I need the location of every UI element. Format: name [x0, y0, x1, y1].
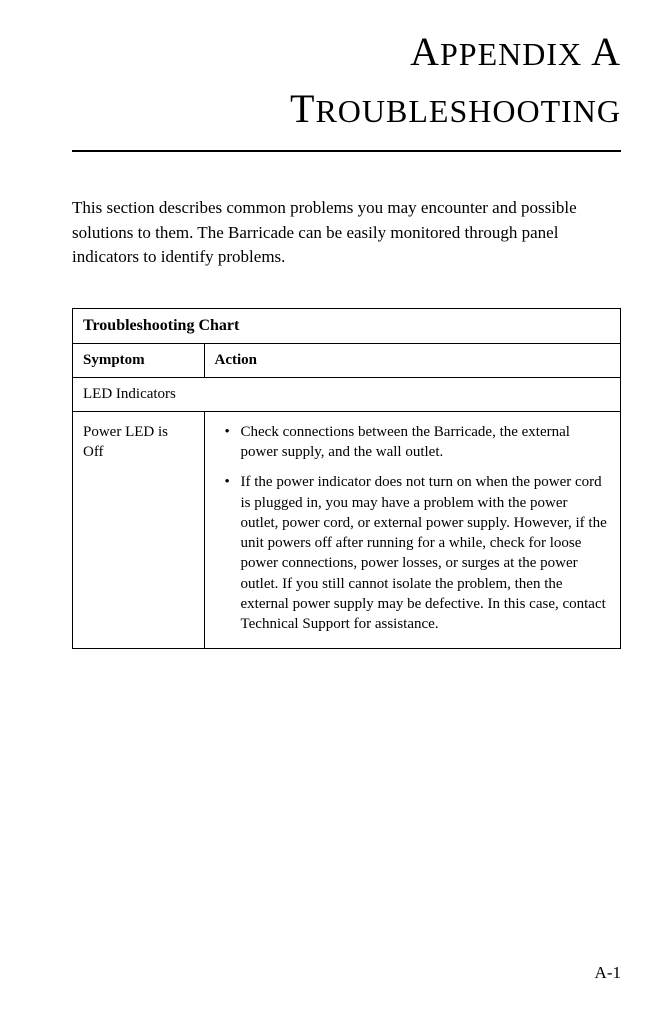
page-number: A-1	[595, 963, 621, 983]
horizontal-rule	[72, 150, 621, 152]
table-title-row: Troubleshooting Chart	[73, 308, 621, 343]
action-item: Check connections between the Barricade,…	[215, 422, 608, 463]
column-header-symptom: Symptom	[73, 343, 205, 377]
troubleshooting-table: Troubleshooting Chart Symptom Action LED…	[72, 308, 621, 650]
chapter-title-initial: T	[290, 86, 315, 131]
table-section-label: LED Indicators	[73, 377, 621, 411]
appendix-letter: A	[591, 29, 621, 74]
table-section-row: LED Indicators	[73, 377, 621, 411]
page: APPENDIX A TROUBLESHOOTING This section …	[0, 0, 657, 1009]
action-item: If the power indicator does not turn on …	[215, 472, 608, 634]
intro-paragraph: This section describes common problems y…	[72, 196, 621, 270]
symptom-cell: Power LED is Off	[73, 411, 205, 649]
table-row: Power LED is Off Check connections betwe…	[73, 411, 621, 649]
table-title: Troubleshooting Chart	[73, 308, 621, 343]
action-list: Check connections between the Barricade,…	[215, 422, 608, 635]
column-header-action: Action	[204, 343, 620, 377]
chapter-title-rest: ROUBLESHOOTING	[315, 93, 621, 129]
action-cell: Check connections between the Barricade,…	[204, 411, 620, 649]
chapter-title: TROUBLESHOOTING	[72, 85, 621, 132]
appendix-prefix-initial: A	[410, 29, 440, 74]
appendix-heading: APPENDIX A	[72, 28, 621, 75]
table-header-row: Symptom Action	[73, 343, 621, 377]
appendix-prefix-rest: PPENDIX	[440, 36, 582, 72]
